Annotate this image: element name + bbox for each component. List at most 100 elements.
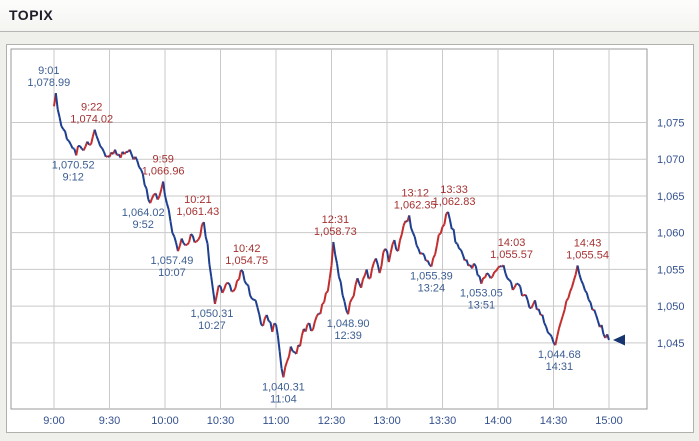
- annotation-text: 1,061.43: [176, 206, 219, 218]
- price-segment: [580, 279, 585, 285]
- price-segment: [234, 280, 239, 289]
- price-segment: [134, 156, 139, 162]
- price-segment: [66, 138, 70, 142]
- price-segment: [90, 136, 94, 145]
- x-axis-label: 10:00: [151, 415, 179, 427]
- price-segment: [194, 240, 197, 244]
- y-axis-label: 1,050: [657, 301, 685, 313]
- annotation-text: 10:07: [158, 267, 186, 279]
- price-segment: [448, 219, 453, 230]
- price-segment: [530, 303, 535, 309]
- price-segment: [186, 241, 190, 246]
- price-segment: [215, 285, 220, 296]
- price-segment: [334, 254, 339, 264]
- annotation-text: 1,062.35: [394, 199, 437, 211]
- price-segment: [489, 275, 494, 279]
- price-segment: [513, 283, 518, 288]
- price-segment: [188, 233, 192, 243]
- price-segment: [393, 239, 398, 250]
- price-segment: [182, 242, 187, 246]
- price-segment: [572, 274, 577, 281]
- price-segment: [343, 301, 348, 311]
- price-segment: [54, 93, 59, 110]
- price-segment: [128, 149, 133, 156]
- price-segment: [387, 252, 392, 263]
- price-segment: [289, 346, 294, 352]
- price-segment: [508, 279, 512, 283]
- price-segment: [210, 276, 215, 291]
- price-segment: [430, 257, 435, 267]
- price-segment: [578, 273, 583, 281]
- price-segment: [438, 232, 442, 236]
- chart-panel: 9:00 9:30 10:00 10:30 11:00 12:30 13:00 13:30 14…: [6, 44, 694, 433]
- price-segment: [336, 263, 340, 277]
- price-segment: [156, 195, 161, 201]
- price-segment: [105, 155, 109, 158]
- annotation-text: 1,070.52: [52, 159, 95, 171]
- annotation-text: 1,055.57: [490, 249, 533, 261]
- price-segment: [223, 283, 227, 290]
- low-annotation: 1,064.029:52: [122, 207, 165, 231]
- price-segment: [600, 324, 605, 335]
- price-segment: [458, 247, 462, 251]
- price-segment: [315, 312, 320, 317]
- annotation-text: 1,055.39: [410, 271, 453, 283]
- price-segment: [240, 269, 244, 273]
- price-segment: [286, 356, 290, 362]
- price-segment: [595, 314, 599, 322]
- price-segment: [268, 320, 272, 324]
- price-segment: [167, 209, 172, 222]
- annotation-text: 10:42: [233, 243, 261, 255]
- high-annotation: 13:331,062.83: [433, 184, 476, 208]
- price-segment: [185, 243, 188, 247]
- y-axis-label: 1,070: [657, 154, 685, 166]
- price-segment: [545, 326, 549, 334]
- price-segment: [299, 335, 303, 347]
- annotation-text: 9:52: [132, 219, 153, 231]
- price-segment: [295, 344, 300, 355]
- price-segment: [456, 243, 461, 250]
- price-segment: [60, 125, 65, 130]
- price-segment: [497, 265, 501, 269]
- annotation-text: 9:59: [152, 154, 173, 166]
- price-segment: [95, 135, 100, 142]
- price-segment: [408, 215, 413, 229]
- price-segment: [432, 254, 436, 259]
- annotation-text: 1,044.68: [538, 349, 581, 361]
- price-segment: [169, 221, 174, 234]
- price-segment: [516, 282, 519, 286]
- price-segment: [241, 271, 246, 282]
- price-segment: [62, 128, 66, 132]
- annotation-text: 1,048.90: [327, 318, 370, 330]
- price-segment: [197, 235, 202, 241]
- annotation-text: 1,050.31: [191, 308, 234, 320]
- price-segment: [310, 328, 314, 332]
- annotation-text: 1,066.96: [142, 166, 185, 178]
- annotation-text: 1,054.75: [225, 255, 268, 267]
- price-segment: [352, 284, 357, 297]
- price-segment: [569, 286, 573, 292]
- price-segment: [584, 289, 588, 294]
- price-segment: [151, 194, 155, 199]
- price-segment: [123, 151, 127, 155]
- price-segment: [238, 269, 242, 280]
- price-segment: [435, 234, 440, 246]
- price-segment: [218, 284, 221, 288]
- annotation-text: 14:03: [498, 237, 526, 249]
- price-segment: [477, 274, 480, 278]
- x-axis-label: 10:30: [207, 415, 235, 427]
- x-axis-label: 9:30: [99, 415, 120, 427]
- high-annotation: 10:211,061.43: [176, 194, 219, 218]
- price-segment: [423, 254, 427, 262]
- y-axis-label: 1,060: [657, 228, 685, 240]
- price-segment: [328, 265, 333, 279]
- annotation-text: 1,074.02: [70, 114, 113, 126]
- annotation-text: 13:51: [468, 300, 496, 312]
- price-segment: [262, 317, 266, 327]
- price-segment: [79, 145, 83, 150]
- price-segment: [587, 299, 592, 303]
- annotation-text: 9:22: [81, 102, 102, 114]
